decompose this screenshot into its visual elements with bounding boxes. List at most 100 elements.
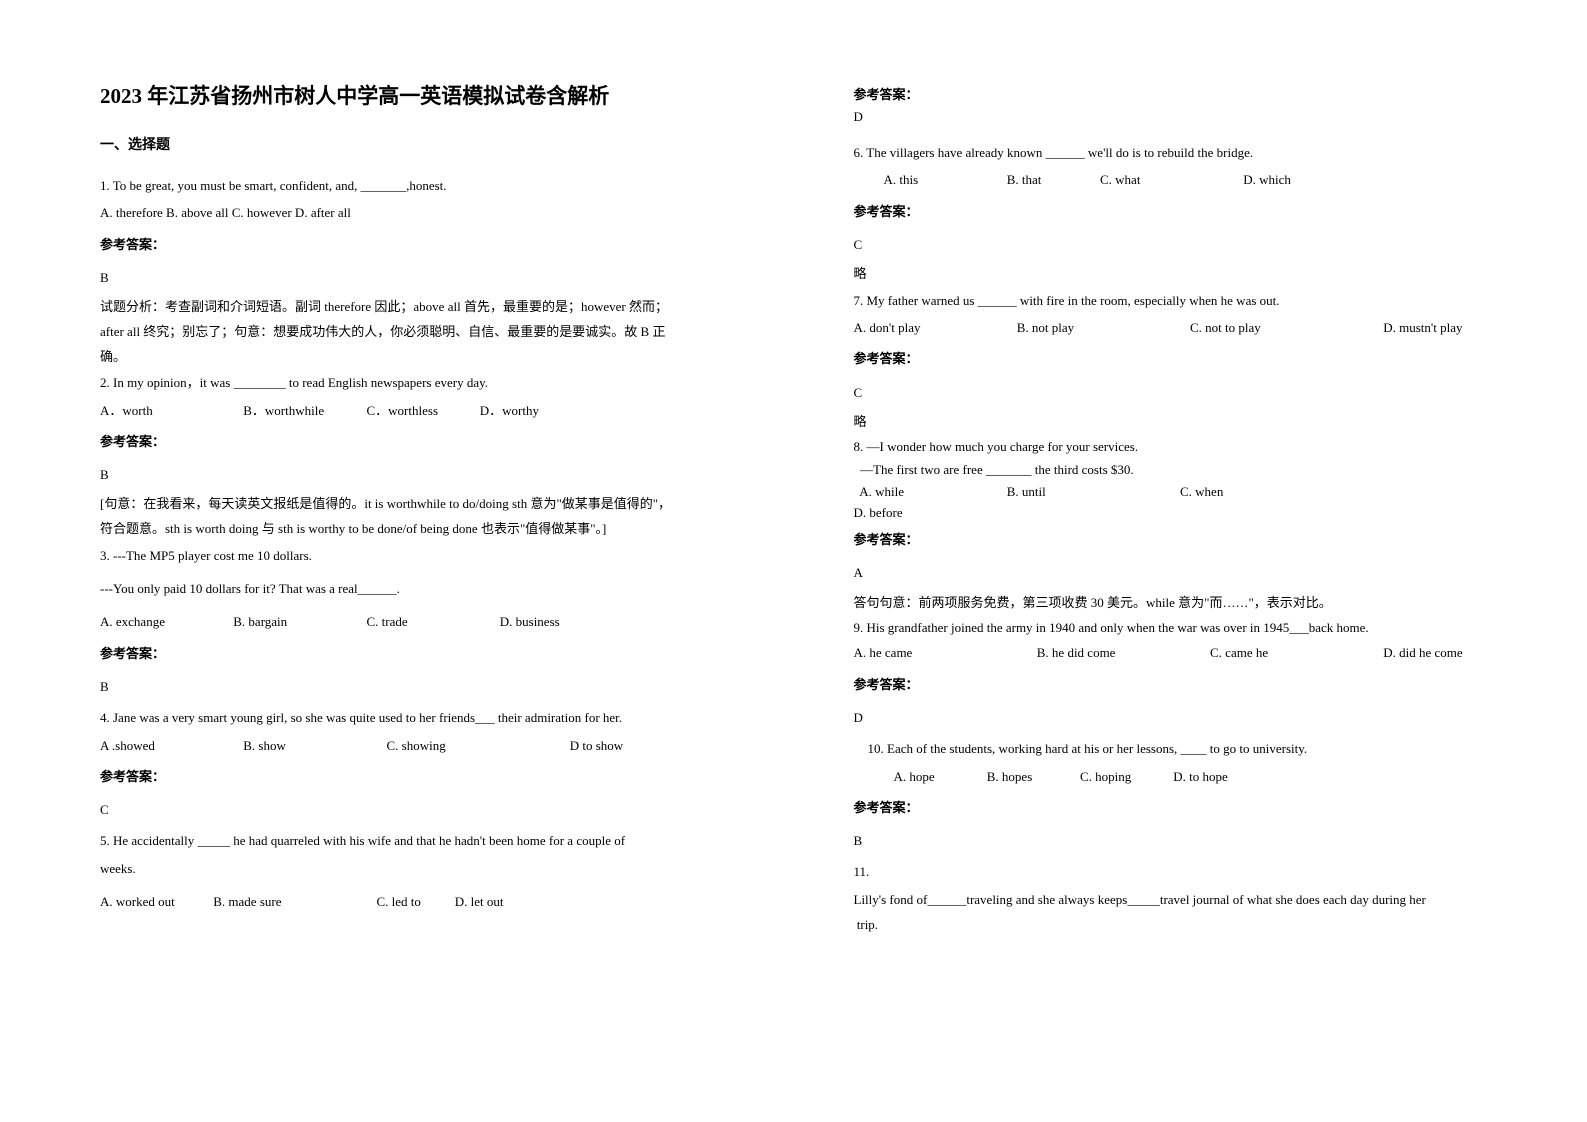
q6-answer: C (854, 231, 1488, 258)
q2-answer: B (100, 461, 734, 488)
answer-label: 参考答案： (854, 345, 1488, 372)
q8-expl: 答句句意：前两项服务免费，第三项收费 30 美元。while 意为"而……"，表… (854, 591, 1488, 616)
q10-opt-a: A. hope (894, 763, 984, 790)
q8-answer: A (854, 559, 1488, 586)
question-10: 10. Each of the students, working hard a… (854, 735, 1488, 854)
q7-options: A. don't play B. not play C. not to play… (854, 314, 1488, 341)
q7-opt-c: C. not to play (1190, 314, 1380, 341)
q6-opt-d: D. which (1243, 166, 1291, 193)
q11-text-1: 11. (854, 858, 1488, 885)
q6-text: 6. The villagers have already known ____… (854, 139, 1488, 166)
q1-expl-2: after all 终究；别忘了；句意：想要成功伟大的人，你必须聪明、自信、最重… (100, 320, 734, 345)
answer-label: 参考答案： (100, 428, 734, 455)
question-3: 3. ---The MP5 player cost me 10 dollars.… (100, 542, 734, 700)
q10-opt-c: C. hoping (1080, 763, 1170, 790)
q6-omit: 略 (854, 262, 1488, 287)
question-1: 1. To be great, you must be smart, confi… (100, 172, 734, 369)
page: 2023 年江苏省扬州市树人中学高一英语模拟试卷含解析 一、选择题 1. To … (0, 0, 1587, 1122)
q1-expl-3: 确。 (100, 345, 734, 370)
q5-options: A. worked out B. made sure C. led to D. … (100, 888, 734, 915)
q8-opt-c: C. when (1180, 482, 1480, 503)
q10-options: A. hope B. hopes C. hoping D. to hope (854, 763, 1488, 790)
q7-omit: 略 (854, 410, 1488, 435)
q1-text: 1. To be great, you must be smart, confi… (100, 172, 734, 199)
q5-text-2: weeks. (100, 855, 734, 882)
answer-label: 参考答案： (854, 198, 1488, 225)
q5-opt-a: A. worked out (100, 888, 210, 915)
q11-text-2: Lilly's fond of______traveling and she a… (854, 888, 1488, 911)
q4-options: A .showed B. show C. showing D to show (100, 732, 734, 759)
q10-opt-d: D. to hope (1173, 763, 1228, 790)
q3-options: A. exchange B. bargain C. trade D. busin… (100, 608, 734, 635)
q2-opt-a: A．worth (100, 397, 240, 424)
q4-opt-b: B. show (243, 732, 383, 759)
q7-text: 7. My father warned us ______ with fire … (854, 287, 1488, 314)
q5-text-1: 5. He accidentally _____ he had quarrele… (100, 827, 734, 854)
q5-opt-d: D. let out (455, 888, 504, 915)
left-column: 2023 年江苏省扬州市树人中学高一英语模拟试卷含解析 一、选择题 1. To … (0, 0, 794, 1122)
q6-opt-a: A. this (884, 166, 1004, 193)
q8-opt-a: A. while (854, 482, 1004, 503)
q9-opt-b: B. he did come (1037, 639, 1207, 666)
q2-expl-1: [句意：在我看来，每天读英文报纸是值得的。it is worthwhile to… (100, 492, 734, 517)
q8-opt-b: B. until (1007, 482, 1177, 503)
q7-opt-d: D. mustn't play (1383, 314, 1462, 341)
q4-opt-c: C. showing (387, 732, 567, 759)
section-heading: 一、选择题 (100, 134, 734, 154)
q7-answer: C (854, 379, 1488, 406)
q9-answer: D (854, 704, 1488, 731)
q2-expl-2: 符合题意。sth is worth doing 与 sth is worthy … (100, 517, 734, 542)
q8-text-2: —The first two are free _______ the thir… (854, 460, 1488, 481)
q5-opt-c: C. led to (377, 888, 452, 915)
q3-opt-d: D. business (500, 608, 560, 635)
answer-label: 参考答案： (100, 640, 734, 667)
q9-opt-c: C. came he (1210, 639, 1380, 666)
q3-text-2: ---You only paid 10 dollars for it? That… (100, 575, 734, 602)
doc-title: 2023 年江苏省扬州市树人中学高一英语模拟试卷含解析 (100, 80, 734, 110)
q8-text-1: 8. —I wonder how much you charge for you… (854, 437, 1488, 458)
question-5: 5. He accidentally _____ he had quarrele… (100, 827, 734, 915)
q3-text-1: 3. ---The MP5 player cost me 10 dollars. (100, 542, 734, 569)
q6-opt-c: C. what (1100, 166, 1240, 193)
q7-opt-a: A. don't play (854, 314, 1014, 341)
q9-options: A. he came B. he did come C. came he D. … (854, 639, 1488, 666)
question-7: 7. My father warned us ______ with fire … (854, 287, 1488, 435)
q2-opt-d: D．worthy (480, 397, 539, 424)
q9-text: 9. His grandfather joined the army in 19… (854, 617, 1488, 639)
q11-text-3: trip. (854, 911, 1488, 938)
q3-opt-a: A. exchange (100, 608, 230, 635)
answer-label: 参考答案： (854, 794, 1488, 821)
answer-label: 参考答案： (100, 763, 734, 790)
answer-label: 参考答案： (854, 671, 1488, 698)
question-6: 6. The villagers have already known ____… (854, 139, 1488, 287)
q4-answer: C (100, 796, 734, 823)
q5-answer: D (854, 109, 1488, 125)
q3-opt-b: B. bargain (233, 608, 363, 635)
q8-opt-d: D. before (854, 503, 903, 524)
q7-opt-b: B. not play (1017, 314, 1187, 341)
question-11: 11. Lilly's fond of______traveling and s… (854, 858, 1488, 938)
answer-label: 参考答案： (854, 526, 1488, 553)
q2-opt-c: C．worthless (367, 397, 477, 424)
q4-opt-a: A .showed (100, 732, 240, 759)
q9-opt-a: A. he came (854, 639, 1034, 666)
q1-expl-1: 试题分析：考查副词和介词短语。副词 therefore 因此；above all… (100, 295, 734, 320)
q10-text: 10. Each of the students, working hard a… (854, 735, 1488, 762)
q3-opt-c: C. trade (367, 608, 497, 635)
question-2: 2. In my opinion，it was ________ to read… (100, 369, 734, 542)
q1-options: A. therefore B. above all C. however D. … (100, 199, 734, 226)
question-8: 8. —I wonder how much you charge for you… (854, 437, 1488, 615)
q2-options: A．worth B．worthwhile C．worthless D．worth… (100, 397, 734, 424)
q2-opt-b: B．worthwhile (243, 397, 363, 424)
q1-answer: B (100, 264, 734, 291)
question-9: 9. His grandfather joined the army in 19… (854, 617, 1488, 731)
q5-opt-b: B. made sure (213, 888, 373, 915)
q6-options: A. this B. that C. what D. which (854, 166, 1488, 193)
q9-opt-d: D. did he come (1383, 639, 1462, 666)
q4-text: 4. Jane was a very smart young girl, so … (100, 704, 734, 731)
q10-opt-b: B. hopes (987, 763, 1077, 790)
q4-opt-d: D to show (570, 732, 623, 759)
question-4: 4. Jane was a very smart young girl, so … (100, 704, 734, 823)
q10-answer: B (854, 827, 1488, 854)
q2-text: 2. In my opinion，it was ________ to read… (100, 369, 734, 396)
